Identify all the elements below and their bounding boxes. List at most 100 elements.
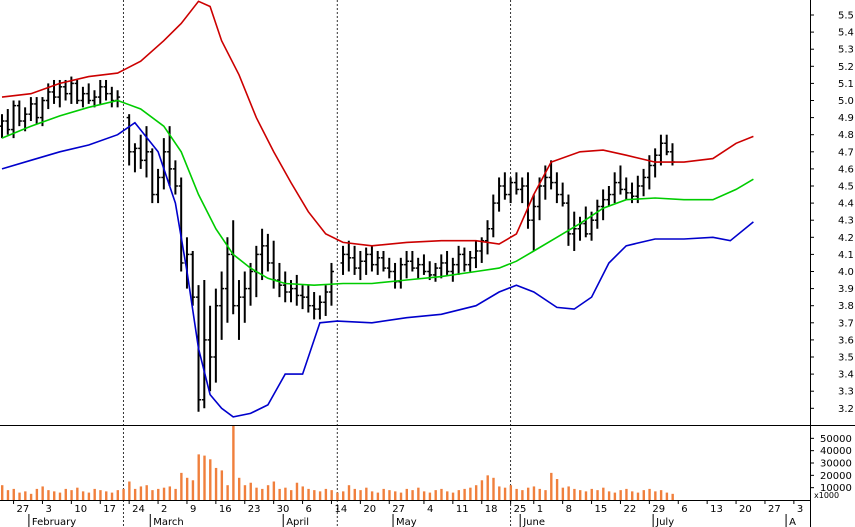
- day-tick-label: 30: [277, 504, 290, 515]
- price-tick-label: 4.5: [838, 182, 854, 193]
- volume-bar: [24, 491, 27, 500]
- price-axis: 3.2 3.3 3.4 3.5 3.6 3.7 3.8 3.9 4.0 4.1 4.2 4.3 4.4 4…: [810, 11, 854, 415]
- volume-bar: [631, 491, 634, 500]
- volume-bar: [596, 490, 599, 500]
- volume-bar: [370, 491, 374, 500]
- price-bar: [74, 79, 80, 104]
- volume-bar: [232, 426, 235, 500]
- price-tick-label: 4.4: [838, 199, 854, 210]
- price-tick-label: 5.2: [838, 62, 854, 73]
- price-bar: [444, 250, 450, 275]
- day-tick-label: 15: [595, 504, 608, 515]
- price-bar: [190, 250, 196, 306]
- price-bar: [340, 245, 346, 275]
- day-tick-label: 2: [161, 504, 167, 515]
- price-bar: [542, 165, 548, 200]
- price-bar: [508, 177, 514, 204]
- price-bar: [311, 292, 317, 320]
- price-tick-label: 4.7: [838, 147, 854, 158]
- price-bar: [352, 245, 358, 275]
- price-bar: [421, 254, 427, 275]
- month-label: April: [286, 517, 309, 527]
- day-tick-label: 29: [652, 504, 665, 515]
- volume-bar: [99, 490, 102, 500]
- price-bar: [357, 250, 363, 281]
- price-bar: [623, 177, 629, 200]
- volume-bar: [590, 488, 593, 500]
- price-bar: [490, 194, 496, 238]
- volume-bar: [480, 480, 484, 500]
- price-tick-label: 3.8: [838, 301, 854, 312]
- volume-bar: [648, 488, 651, 500]
- day-tick-label: 17: [103, 504, 116, 515]
- volume-bar: [81, 491, 85, 500]
- day-tick-label: 14: [334, 504, 347, 515]
- price-bar: [496, 177, 502, 212]
- price-bar: [398, 257, 404, 289]
- volume-bar: [220, 470, 224, 500]
- price-bar: [583, 206, 589, 238]
- day-tick-label: 6: [681, 504, 687, 515]
- price-bar: [51, 79, 57, 104]
- volume-bar: [613, 492, 617, 500]
- price-bar: [149, 148, 155, 204]
- price-bar: [554, 172, 560, 204]
- volume-bar: [318, 491, 322, 500]
- price-bar: [317, 295, 323, 320]
- volume-bar: [654, 491, 657, 500]
- volume-bar: [105, 491, 108, 500]
- volume-bar: [203, 455, 206, 500]
- volume-tick-label: 20000: [820, 471, 852, 482]
- price-bar: [323, 285, 329, 316]
- volume-bar: [503, 487, 507, 500]
- price-bar: [519, 177, 525, 204]
- volume-bar: [47, 490, 50, 500]
- volume-bar: [197, 454, 200, 500]
- price-bar: [617, 165, 623, 195]
- price-bar: [97, 79, 103, 104]
- volume-bar: [336, 492, 339, 500]
- price-bar: [427, 261, 433, 281]
- volume-bar: [469, 487, 472, 500]
- price-bar: [433, 262, 438, 282]
- day-tick-label: 10: [74, 504, 87, 515]
- volume-bar: [255, 487, 258, 500]
- month-label: July: [655, 517, 674, 527]
- day-tick-label: 23: [248, 504, 261, 515]
- volume-bar: [29, 493, 33, 500]
- price-bar: [467, 250, 473, 272]
- price-tick-label: 4.3: [838, 216, 854, 227]
- day-tick-label: 8: [566, 504, 572, 515]
- price-tick-label: 4.0: [838, 267, 854, 278]
- price-bar: [606, 186, 612, 207]
- day-tick-label: 27: [392, 504, 405, 515]
- price-bar: [178, 177, 184, 272]
- day-tick-label: 16: [219, 504, 232, 515]
- volume-bar: [353, 488, 356, 500]
- volume-bar: [301, 486, 304, 500]
- volume-bar: [53, 491, 56, 500]
- day-tick-label: 20: [739, 504, 752, 515]
- price-bar: [80, 86, 86, 108]
- volume-bar: [359, 490, 362, 500]
- volume-bar: [324, 488, 328, 500]
- day-tick-label: 13: [710, 504, 723, 515]
- price-bar: [294, 274, 300, 306]
- price-bar: [513, 172, 519, 195]
- day-tick-label: 9: [190, 504, 196, 515]
- volume-bar: [411, 490, 414, 500]
- month-label: A: [789, 517, 796, 527]
- price-bar: [57, 79, 63, 108]
- volume-bar: [307, 488, 310, 500]
- price-tick-label: 3.4: [838, 370, 854, 381]
- price-bar: [265, 233, 271, 272]
- volume-bar: [567, 486, 570, 500]
- day-tick-label: 24: [132, 504, 145, 515]
- volume-bar: [168, 486, 172, 500]
- volume-bar: [619, 490, 622, 500]
- price-tick-label: 5.0: [838, 96, 854, 107]
- volume-bar: [122, 488, 125, 500]
- price-bar: [144, 126, 149, 178]
